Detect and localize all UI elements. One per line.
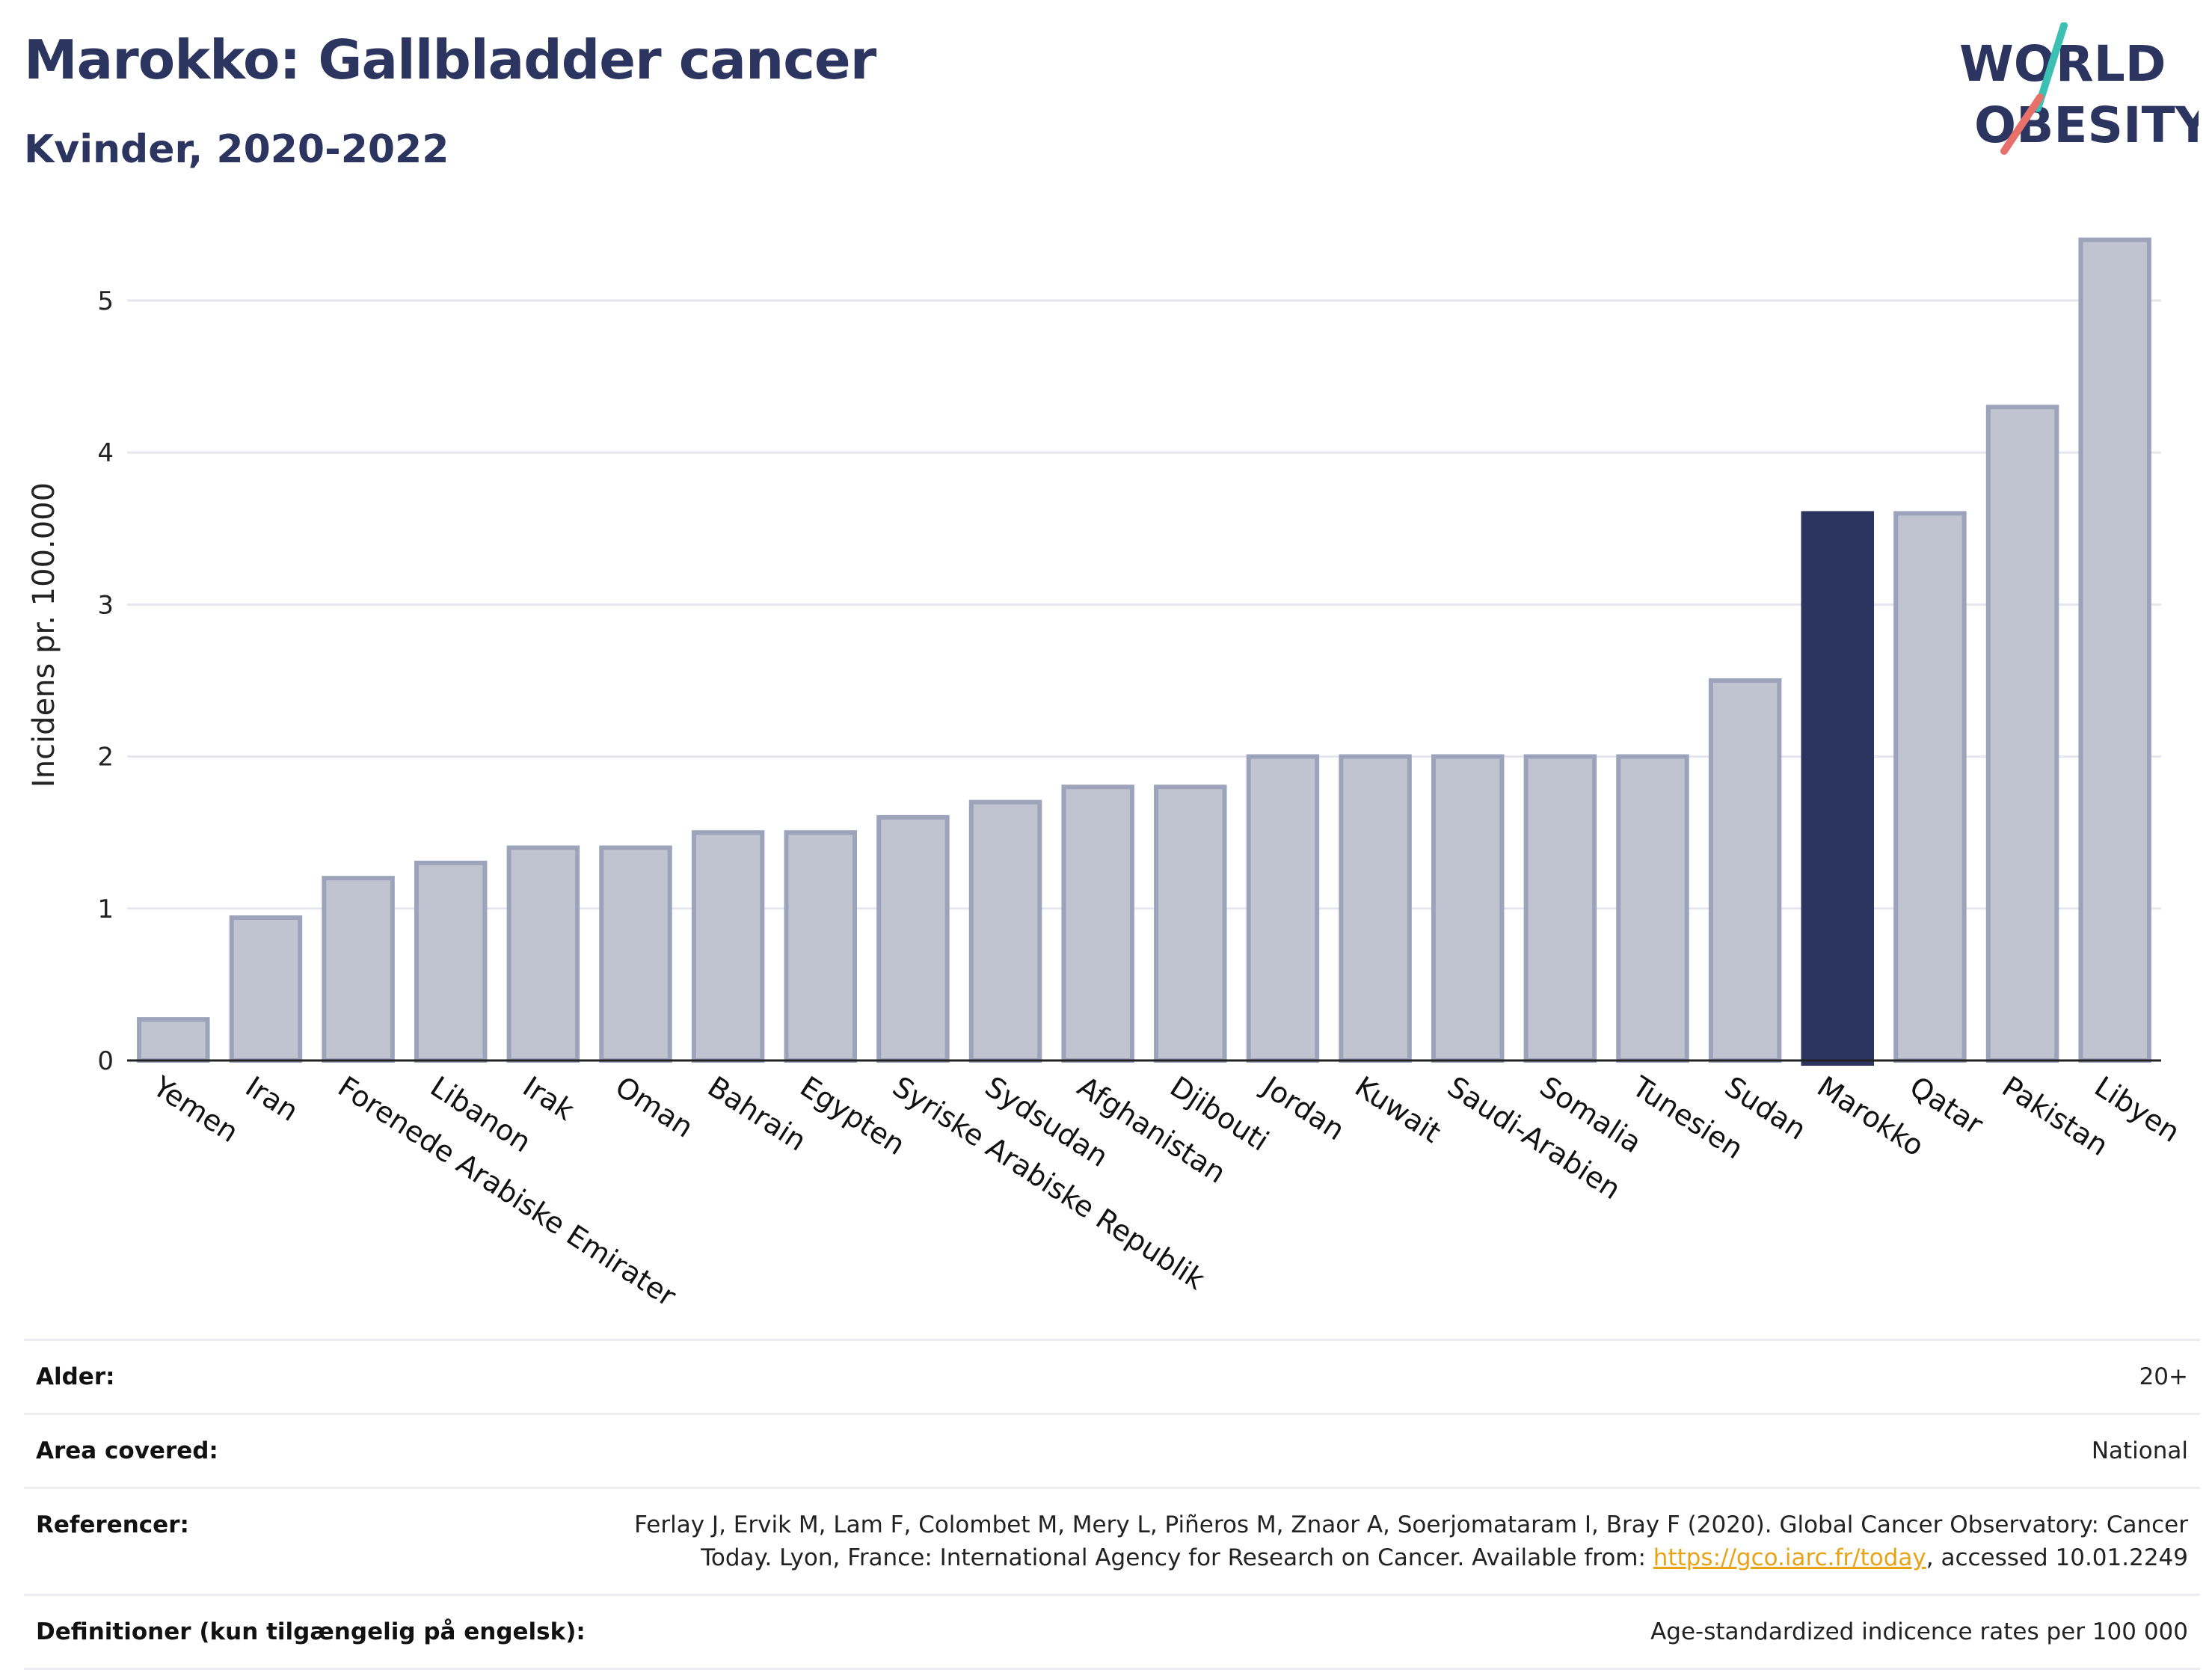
bar [968,799,1042,1063]
bar [414,860,488,1063]
meta-label: Area covered: [36,1437,218,1464]
y-tick-label: 5 [97,286,114,316]
x-tick-label: Pakistan [1997,1070,2114,1163]
bar [2078,237,2151,1063]
page-title: Marokko: Gallbladder cancer [24,28,876,91]
meta-value: 20+ [2139,1363,2188,1390]
bar [1708,678,1782,1063]
bar [1339,754,1412,1063]
bar [1616,754,1689,1063]
meta-value: Ferlay J, Ervik M, Lam F, Colombet M, Me… [573,1508,2188,1574]
meta-label: Referencer: [36,1511,189,1538]
x-tick-label: Bahrain [702,1070,812,1158]
x-tick-label: Irak [517,1070,580,1127]
meta-value: National [2091,1437,2188,1464]
y-tick-label: 4 [97,438,114,468]
meta-row-age: Alder: 20+ [24,1339,2200,1413]
y-tick-label: 0 [97,1046,114,1076]
page-subtitle: Kvinder, 2020-2022 [24,127,449,172]
bar [599,845,672,1063]
reference-text: Ferlay J, Ervik M, Lam F, Colombet M, Me… [634,1511,2188,1571]
bar [229,915,303,1063]
bar [1246,754,1320,1063]
y-tick-label: 3 [97,590,114,620]
bar [1061,785,1134,1063]
bar [506,845,580,1063]
bar [1893,511,1967,1063]
bar [1801,511,1875,1066]
bar [784,830,858,1063]
meta-row-references: Referencer: Ferlay J, Ervik M, Lam F, Co… [24,1487,2200,1594]
x-tick-label: Yemen [147,1069,245,1149]
y-tick-label: 1 [97,894,114,924]
reference-accessed: , accessed 10.01.2249 [1926,1544,2188,1571]
bar [137,1017,210,1063]
x-tick-label: Egypten [794,1070,911,1161]
bar [1431,754,1505,1063]
x-tick-label: Oman [609,1070,699,1144]
world-obesity-logo: WORLD OBESITY [1959,22,2199,155]
bar [876,814,950,1063]
meta-label: Definitioner (kun tilgængelig på engelsk… [36,1618,586,1645]
y-tick-label: 2 [97,743,114,773]
meta-row-area: Area covered: National [24,1413,2200,1487]
meta-row-definitions: Definitioner (kun tilgængelig på engelsk… [24,1594,2200,1670]
bar [1523,754,1597,1063]
x-tick-label: Kuwait [1349,1070,1446,1149]
reference-link[interactable]: https://gco.iarc.fr/today [1653,1544,1926,1571]
y-axis-label: Incidens pr. 100.000 [27,482,61,788]
bar [1154,785,1227,1063]
bar [691,830,765,1063]
meta-value: Age-standardized indicence rates per 100… [1650,1618,2188,1645]
bar [1985,405,2059,1063]
logo-coral-slash [2000,93,2044,155]
meta-label: Alder: [36,1363,115,1390]
metadata-table: Alder: 20+ Area covered: National Refere… [24,1339,2200,1670]
logo-line1: WORLD [1959,35,2166,93]
bar [322,876,395,1063]
x-tick-label: Iran [240,1070,304,1128]
